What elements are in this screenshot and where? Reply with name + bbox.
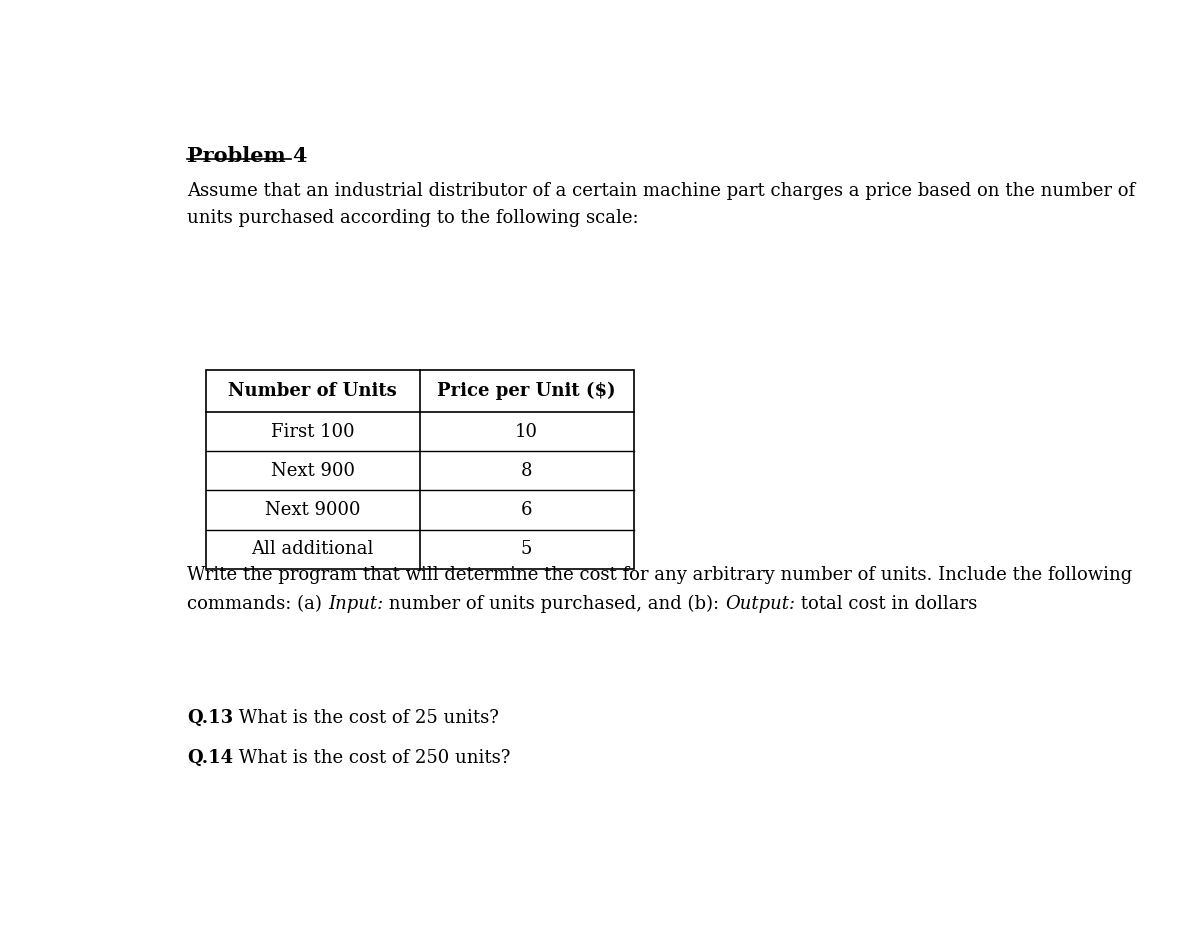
Text: 5: 5 [521,540,533,558]
Text: Input:: Input: [328,595,383,613]
Text: Price per Unit ($): Price per Unit ($) [437,382,616,400]
Text: 8: 8 [521,462,533,480]
Text: Problem 4: Problem 4 [187,146,307,166]
Text: number of units purchased, and (b):: number of units purchased, and (b): [383,595,725,613]
Text: Next 900: Next 900 [271,462,355,480]
Text: What is the cost of 250 units?: What is the cost of 250 units? [233,749,511,767]
Text: commands: (a): commands: (a) [187,595,328,613]
Text: What is the cost of 25 units?: What is the cost of 25 units? [233,709,499,726]
Text: Assume that an industrial distributor of a certain machine part charges a price : Assume that an industrial distributor of… [187,182,1135,199]
Text: 10: 10 [515,423,538,440]
Text: All additional: All additional [252,540,374,558]
Text: Output:: Output: [725,595,796,613]
Text: Q.14: Q.14 [187,749,233,767]
Text: Next 9000: Next 9000 [265,501,360,519]
Text: 6: 6 [521,501,533,519]
Text: First 100: First 100 [271,423,354,440]
Bar [206,370,634,568]
Text: total cost in dollars: total cost in dollars [796,595,977,613]
Text: Write the program that will determine the cost for any arbitrary number of units: Write the program that will determine th… [187,566,1133,583]
Text: Number of Units: Number of Units [228,382,397,400]
Text: Q.13: Q.13 [187,709,233,726]
Text: units purchased according to the following scale:: units purchased according to the followi… [187,209,638,227]
